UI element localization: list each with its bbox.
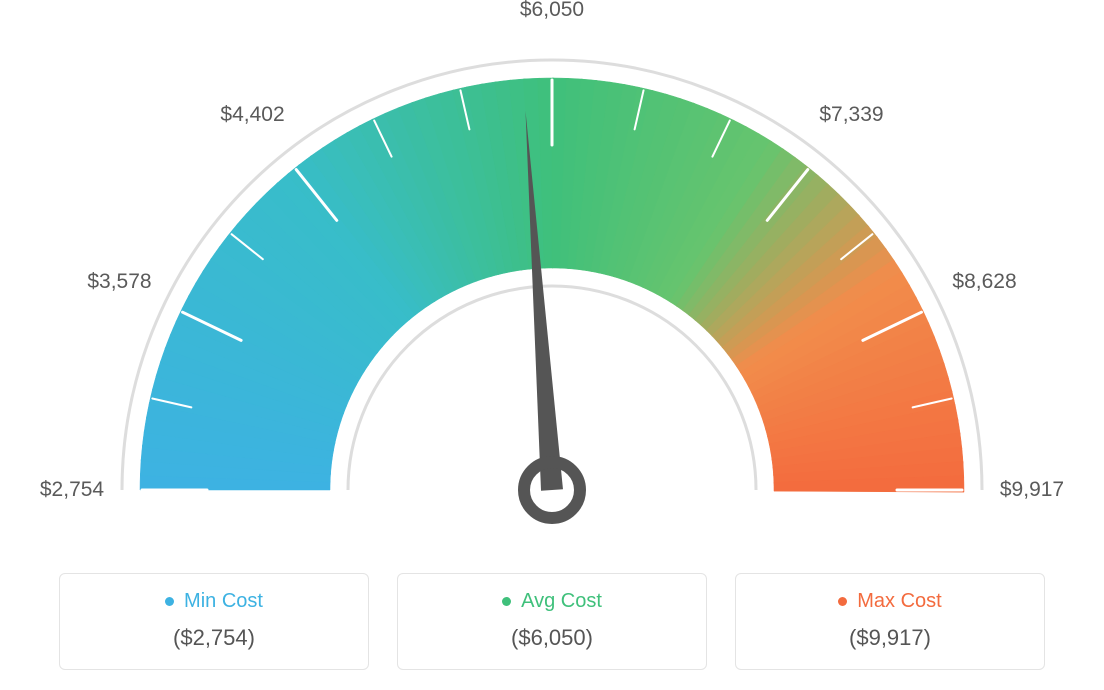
legend-dot-avg <box>502 597 511 606</box>
gauge-svg <box>0 0 1104 560</box>
gauge-tick-label: $3,578 <box>87 270 151 294</box>
legend-title-avg: Avg Cost <box>521 590 602 613</box>
legend-card-min: Min Cost ($2,754) <box>59 573 369 670</box>
legend-value-min: ($2,754) <box>80 625 348 651</box>
legend-title-min: Min Cost <box>184 590 263 613</box>
gauge-tick-label: $9,917 <box>1000 478 1064 502</box>
gauge-tick-label: $6,050 <box>520 0 584 22</box>
legend-value-avg: ($6,050) <box>418 625 686 651</box>
legend-value-max: ($9,917) <box>756 625 1024 651</box>
gauge-tick-label: $4,402 <box>220 103 284 127</box>
gauge-tick-label: $2,754 <box>40 478 104 502</box>
gauge-tick-label: $8,628 <box>952 270 1016 294</box>
legend-dot-max <box>838 597 847 606</box>
legend-row: Min Cost ($2,754) Avg Cost ($6,050) Max … <box>0 573 1104 670</box>
gauge-chart: $2,754 $3,578 $4,402 $6,050 $7,339 $8,628 $9,9… <box>0 0 1104 540</box>
legend-card-max: Max Cost ($9,917) <box>735 573 1045 670</box>
legend-title-max: Max Cost <box>857 590 941 613</box>
legend-card-avg: Avg Cost ($6,050) <box>397 573 707 670</box>
gauge-tick-label: $7,339 <box>819 103 883 127</box>
legend-dot-min <box>165 597 174 606</box>
